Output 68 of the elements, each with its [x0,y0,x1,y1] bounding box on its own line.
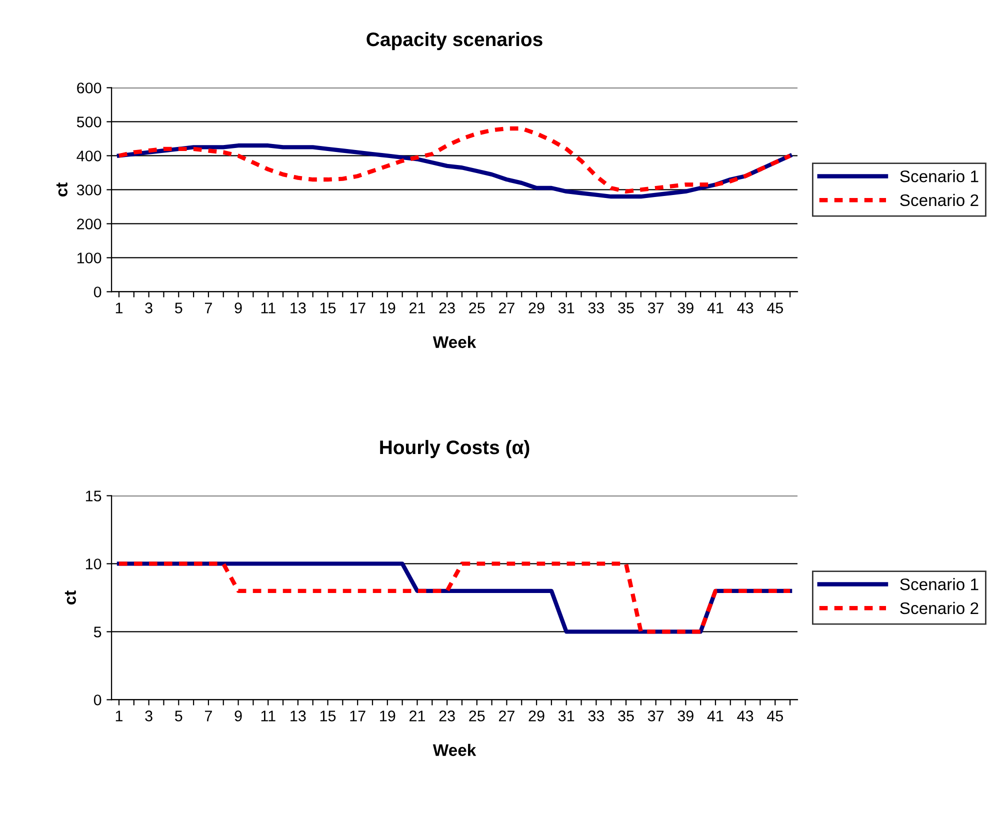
x-tick-label: 17 [350,710,366,722]
x-tick-label: 19 [380,302,396,314]
y-tick-label: 500 [76,116,102,128]
legend-label: Scenario 2 [900,602,978,614]
x-tick-label: 21 [410,302,425,314]
x-tick-label: 19 [380,710,396,722]
x-tick-label: 1 [116,302,122,314]
x-tick-label: 13 [290,302,306,314]
y-tick-label: 10 [86,558,102,570]
y-tick-label: 300 [76,184,102,196]
y-tick-label: 100 [77,252,102,264]
x-tick-label: 31 [558,710,574,722]
legend-label: Scenario 2 [900,194,978,206]
x-tick-label: 23 [439,302,455,314]
x-tick-label: 33 [588,302,604,314]
x-tick-label: 35 [618,710,634,722]
y-tick-label: 5 [94,626,102,638]
x-tick-label: 39 [678,302,694,314]
legend-label: Scenario 1 [900,578,978,590]
x-tick-label: 13 [290,710,306,722]
line-series [116,126,792,194]
chart-title: Hourly Costs (α) [380,440,530,458]
x-tick-label: 41 [707,710,724,722]
x-tick-label: 45 [766,710,783,722]
x-tick-label: 41 [707,302,724,314]
y-tick-label: 200 [77,218,102,230]
x-tick-label: 9 [234,710,242,722]
x-tick-label: 37 [648,710,664,722]
x-tick-label: 27 [498,302,514,314]
x-tick-label: 33 [588,710,604,722]
y-axis-title: ct [64,590,76,604]
x-tick-label: 45 [766,302,783,314]
x-axis-title: Week [432,744,476,756]
x-tick-label: 3 [145,710,152,722]
x-tick-label: 37 [648,302,664,314]
x-tick-label: 1 [116,710,122,722]
y-tick-label: 0 [94,694,102,706]
y-tick-label: 600 [77,82,102,94]
x-tick-label: 21 [410,710,425,722]
x-axis-title: Week [432,336,476,348]
y-axis-title: ct [56,182,68,196]
x-tick-label: 7 [204,710,212,722]
x-tick-label: 11 [261,710,276,722]
x-tick-label: 39 [678,710,694,722]
x-tick-label: 29 [528,710,544,722]
x-tick-label: 43 [737,710,754,722]
x-tick-label: 5 [175,710,182,722]
y-tick-label: 400 [76,150,102,162]
x-tick-label: 25 [469,710,485,722]
legend-label: Scenario 1 [900,170,978,182]
x-tick-label: 7 [204,302,212,314]
x-tick-label: 31 [558,302,574,314]
y-tick-label: 0 [94,286,102,298]
x-tick-label: 15 [320,302,336,314]
x-tick-label: 3 [145,302,152,314]
x-tick-label: 23 [439,710,455,722]
x-tick-label: 27 [498,710,514,722]
x-tick-label: 5 [175,302,182,314]
chart-title: Capacity scenarios [366,32,542,50]
x-tick-label: 11 [261,302,276,314]
x-tick-label: 25 [469,302,485,314]
x-tick-label: 29 [528,302,544,314]
x-tick-label: 17 [350,302,366,314]
x-tick-label: 35 [618,302,634,314]
x-tick-label: 43 [737,302,754,314]
y-tick-label: 15 [86,490,102,502]
x-tick-label: 9 [234,302,242,314]
x-tick-label: 15 [320,710,336,722]
